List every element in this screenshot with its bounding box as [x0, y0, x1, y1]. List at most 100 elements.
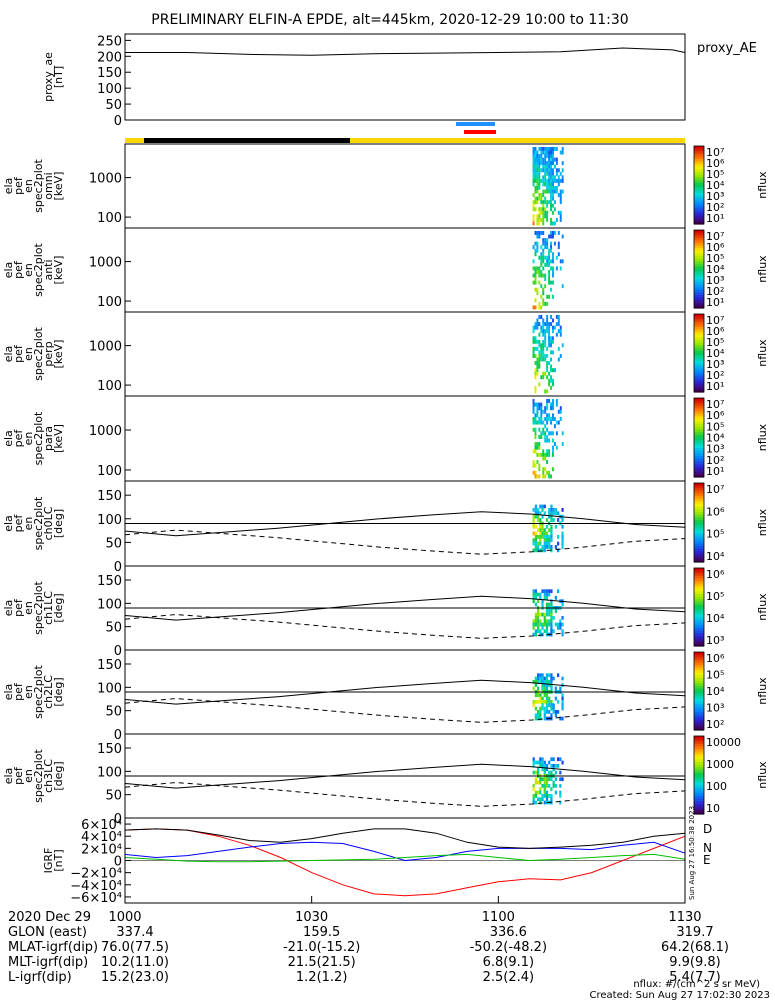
spectrogram-pixel — [534, 161, 537, 166]
x-tick-label: 1030 — [295, 910, 328, 925]
pitch-angle-pixel — [554, 609, 557, 614]
spectrogram-pixel — [544, 438, 547, 443]
panel-colorbar-segment — [694, 240, 704, 244]
pitch-angle-pixel — [534, 616, 537, 620]
y-axis-label-line: [keV] — [52, 256, 65, 285]
pitch-angle-pixel — [541, 784, 544, 788]
spectrogram-pixel — [538, 270, 541, 274]
orbit-row-value: 9.9(9.8) — [669, 955, 721, 970]
pitch-angle-pixel — [552, 511, 555, 516]
pitch-angle-pixel — [541, 507, 544, 512]
spectrogram-pixel — [542, 252, 545, 257]
panel-colorbar-segment — [694, 302, 704, 306]
pitch-angle-pixel — [545, 777, 549, 782]
spectrogram-pixel — [552, 402, 554, 407]
pitch-angle-pixel — [545, 696, 549, 701]
spectrogram-pixel — [542, 214, 545, 219]
spectrogram-pixel — [550, 474, 552, 479]
panel-colorbar-label: nflux — [756, 508, 769, 536]
panel-frame — [124, 311, 686, 397]
panel-colorbar-tick-label: 100 — [706, 780, 727, 793]
spectrogram-pixel — [542, 266, 545, 271]
spectrogram-pixel — [532, 207, 535, 212]
spectrogram-pixel — [538, 427, 541, 432]
anti-loss-cone-curve — [124, 529, 686, 555]
pitch-angle-pixel — [539, 518, 542, 522]
panel-colorbar-tick-label: 10⁵ — [706, 252, 724, 265]
panel-colorbar-segment — [694, 461, 704, 465]
panel-colorbar-tick-label: 10⁴ — [706, 685, 725, 698]
spectrogram-pixel — [550, 336, 552, 341]
panel-colorbar-tick-label: 10⁵ — [706, 669, 724, 682]
pitch-angle-pixel — [543, 760, 546, 765]
y-axis-label-line: perp — [42, 341, 55, 366]
pitch-angle-pixel — [550, 797, 553, 802]
panel-colorbar-tick-label: 10⁶ — [706, 325, 725, 338]
pitch-angle-pixel — [561, 616, 564, 620]
spectrogram-pixel — [540, 346, 543, 351]
spectrogram-pixel — [536, 248, 539, 253]
spectrogram-pixel — [553, 207, 556, 212]
panel-colorbar-tick-label: 10² — [706, 369, 724, 382]
spectrogram-pixel — [544, 175, 547, 180]
panel-colorbar-tick-label: 10⁴ — [706, 179, 725, 192]
panel-colorbar-segment — [694, 743, 704, 747]
y-axis-label-line: ch3LC — [42, 759, 55, 793]
pitch-angle-pixel — [548, 602, 551, 607]
panel-colorbar-tick-label: 10⁶ — [706, 157, 725, 170]
panel-colorbar-segment — [694, 680, 704, 684]
pitch-angle-pixel — [532, 619, 535, 624]
panel-colorbar-segment — [694, 777, 704, 781]
panel-colorbar-segment — [694, 453, 704, 457]
pitch-angle-pixel — [539, 710, 542, 714]
pitch-angle-pixel — [550, 787, 553, 792]
panel-colorbar-segment — [694, 205, 704, 209]
panel-colorbar-segment — [694, 588, 704, 592]
spectrogram-pixel — [550, 150, 552, 155]
spectrogram-pixel — [540, 157, 543, 162]
spectrogram-pixel — [550, 154, 552, 159]
y-axis-label-line: [deg] — [52, 677, 65, 706]
panel-colorbar-segment — [694, 551, 704, 555]
spectrogram-pixel — [550, 231, 552, 235]
pitch-angle-pixel — [561, 700, 564, 704]
panel-colorbar-segment — [694, 556, 704, 560]
orbit-row-value: -50.2(-48.2) — [470, 940, 547, 955]
spectrogram-pixel — [536, 371, 539, 376]
pitch-angle-pixel — [561, 777, 564, 782]
spectrogram-pixel — [555, 402, 558, 407]
spectrogram-pixel — [550, 161, 552, 166]
spectrogram-pixel — [544, 343, 547, 348]
panel-colorbar-segment — [694, 448, 704, 452]
pitch-angle-pixel — [545, 524, 549, 529]
pitch-angle-pixel — [552, 767, 555, 772]
pitch-angle-pixel — [539, 629, 542, 634]
y-axis-label-line: anti — [42, 259, 55, 280]
spectrogram-pixel — [546, 449, 549, 454]
panel-colorbar-segment — [694, 581, 704, 585]
panel-colorbar-segment — [694, 736, 704, 740]
pitch-angle-pixel — [554, 524, 557, 529]
y-axis-label-line: en — [22, 601, 35, 615]
spectrogram-pixel — [559, 259, 562, 264]
pitch-angle-pixel — [550, 619, 553, 624]
panel-colorbar-segment — [694, 738, 704, 742]
panel-colorbar-segment — [694, 413, 704, 418]
panel-colorbar-segment — [694, 289, 704, 293]
panel-colorbar-segment — [694, 166, 704, 170]
spectrogram-pixel — [538, 474, 541, 479]
pitch-angle-pixel — [561, 760, 564, 765]
pitch-angle-pixel — [532, 507, 535, 512]
panel-colorbar-segment — [694, 672, 704, 676]
pitch-angle-pixel — [559, 622, 562, 627]
panel-colorbar-segment — [694, 772, 704, 776]
pitch-angle-pixel — [532, 518, 535, 522]
spectrogram-pixel — [544, 467, 547, 472]
spectrogram-pixel — [561, 234, 564, 239]
y-tick-label: 100 — [97, 379, 122, 394]
pitch-angle-pixel — [537, 693, 540, 698]
spectrogram-pixel — [532, 221, 535, 226]
panel-colorbar-label: nflux — [756, 255, 769, 283]
pitch-angle-pixel — [561, 518, 564, 522]
spectrogram-pixel — [532, 346, 535, 351]
